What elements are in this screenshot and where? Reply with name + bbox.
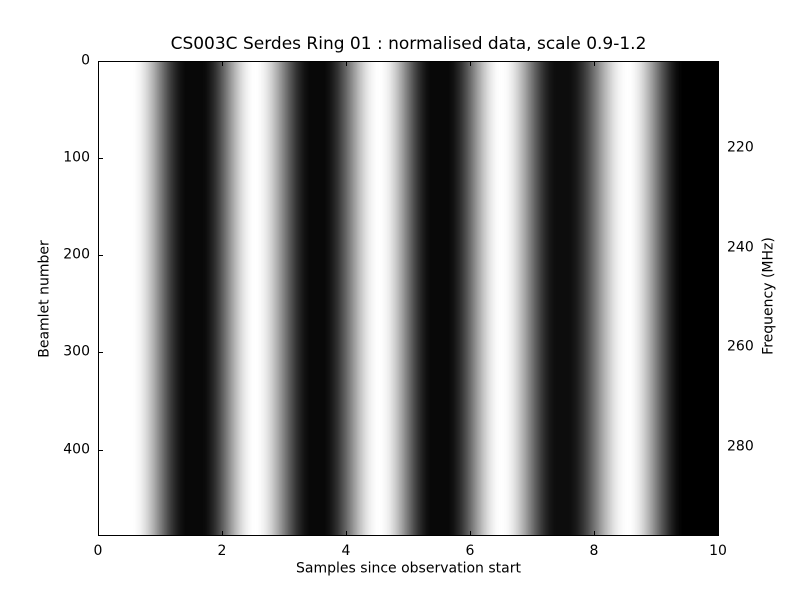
x-tick-label: 6 bbox=[465, 543, 475, 559]
y-tick-label-right: 240 bbox=[727, 239, 754, 256]
x-tick-label: 4 bbox=[341, 543, 351, 559]
x-tick-label: 2 bbox=[217, 543, 227, 559]
y-tick-label-left: 100 bbox=[63, 149, 90, 166]
y-tick-label-left: 400 bbox=[63, 441, 90, 458]
plot-area bbox=[98, 61, 719, 536]
y-tick-label-left: 200 bbox=[63, 246, 90, 263]
x-axis-label: Samples since observation start bbox=[296, 560, 521, 577]
x-tick-label: 8 bbox=[589, 543, 599, 559]
x-tick-label: 10 bbox=[709, 543, 727, 559]
y-tick-label-left: 300 bbox=[63, 343, 90, 360]
y-tick-label-left: 0 bbox=[81, 52, 90, 69]
y-axis-label-right: Frequency (MHz) bbox=[760, 236, 777, 355]
x-tick-label: 0 bbox=[93, 543, 103, 559]
y-tick-label-right: 220 bbox=[727, 139, 754, 156]
chart-title: CS003C Serdes Ring 01 : normalised data,… bbox=[170, 34, 647, 54]
heatmap-canvas bbox=[98, 61, 719, 536]
y-tick-label-right: 280 bbox=[727, 438, 754, 455]
y-tick-label-right: 260 bbox=[727, 338, 754, 355]
